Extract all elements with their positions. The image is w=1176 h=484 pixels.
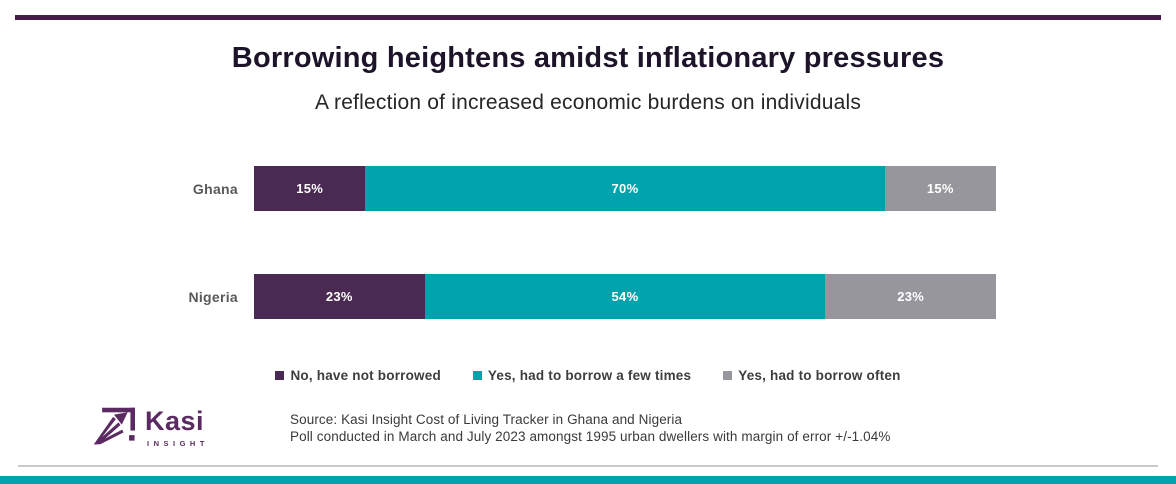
legend-swatch-icon	[723, 371, 733, 380]
category-label: Ghana	[192, 180, 238, 197]
legend-label: Yes, had to borrow a few times	[487, 368, 692, 383]
bar-track: 23% 54% 23%	[254, 274, 996, 319]
legend-label: Yes, had to borrow often	[738, 368, 901, 383]
kasi-logo-text: Kasi INSIGHT	[145, 406, 209, 449]
legend-label: No, have not borrowed	[290, 368, 441, 383]
bar-segment: 23%	[254, 274, 425, 319]
chart-legend: No, have not borrowed Yes, had to borrow …	[0, 368, 1176, 383]
bottom-accent-bar	[0, 476, 1176, 484]
category-label: Nigeria	[188, 288, 238, 305]
kasi-logo-icon	[93, 407, 135, 445]
source-line-2: Poll conducted in March and July 2023 am…	[290, 429, 891, 445]
bar-row-nigeria: Nigeria 23% 54% 23%	[0, 274, 1176, 319]
logo-wordmark: Kasi	[145, 406, 205, 436]
legend-item: Yes, had to borrow often	[723, 368, 900, 383]
source-line-1: Source: Kasi Insight Cost of Living Trac…	[290, 412, 683, 427]
bar-segment: 70%	[365, 166, 885, 211]
legend-item: No, have not borrowed	[275, 368, 441, 383]
chart-subtitle: A reflection of increased economic burde…	[314, 91, 862, 114]
legend-swatch-icon	[472, 371, 482, 380]
chart-title: Borrowing heightens amidst inflationary …	[231, 42, 945, 74]
bar-row-ghana: Ghana 15% 70% 15%	[0, 166, 1176, 211]
bar-segment: 15%	[884, 166, 996, 211]
logo-tagline: INSIGHT	[147, 439, 209, 448]
legend-item: Yes, had to borrow a few times	[472, 368, 692, 383]
kasi-logo: Kasi INSIGHT	[93, 407, 209, 448]
bar-segment: 15%	[254, 166, 366, 211]
source-note: Source: Kasi Insight Cost of Living Trac…	[290, 411, 890, 446]
footer-divider-line	[18, 465, 1158, 467]
legend-swatch-icon	[275, 371, 285, 380]
bar-segment: 23%	[825, 274, 996, 319]
bar-segment: 54%	[424, 274, 826, 319]
top-accent-line	[15, 15, 1161, 20]
bar-track: 15% 70% 15%	[254, 166, 996, 211]
